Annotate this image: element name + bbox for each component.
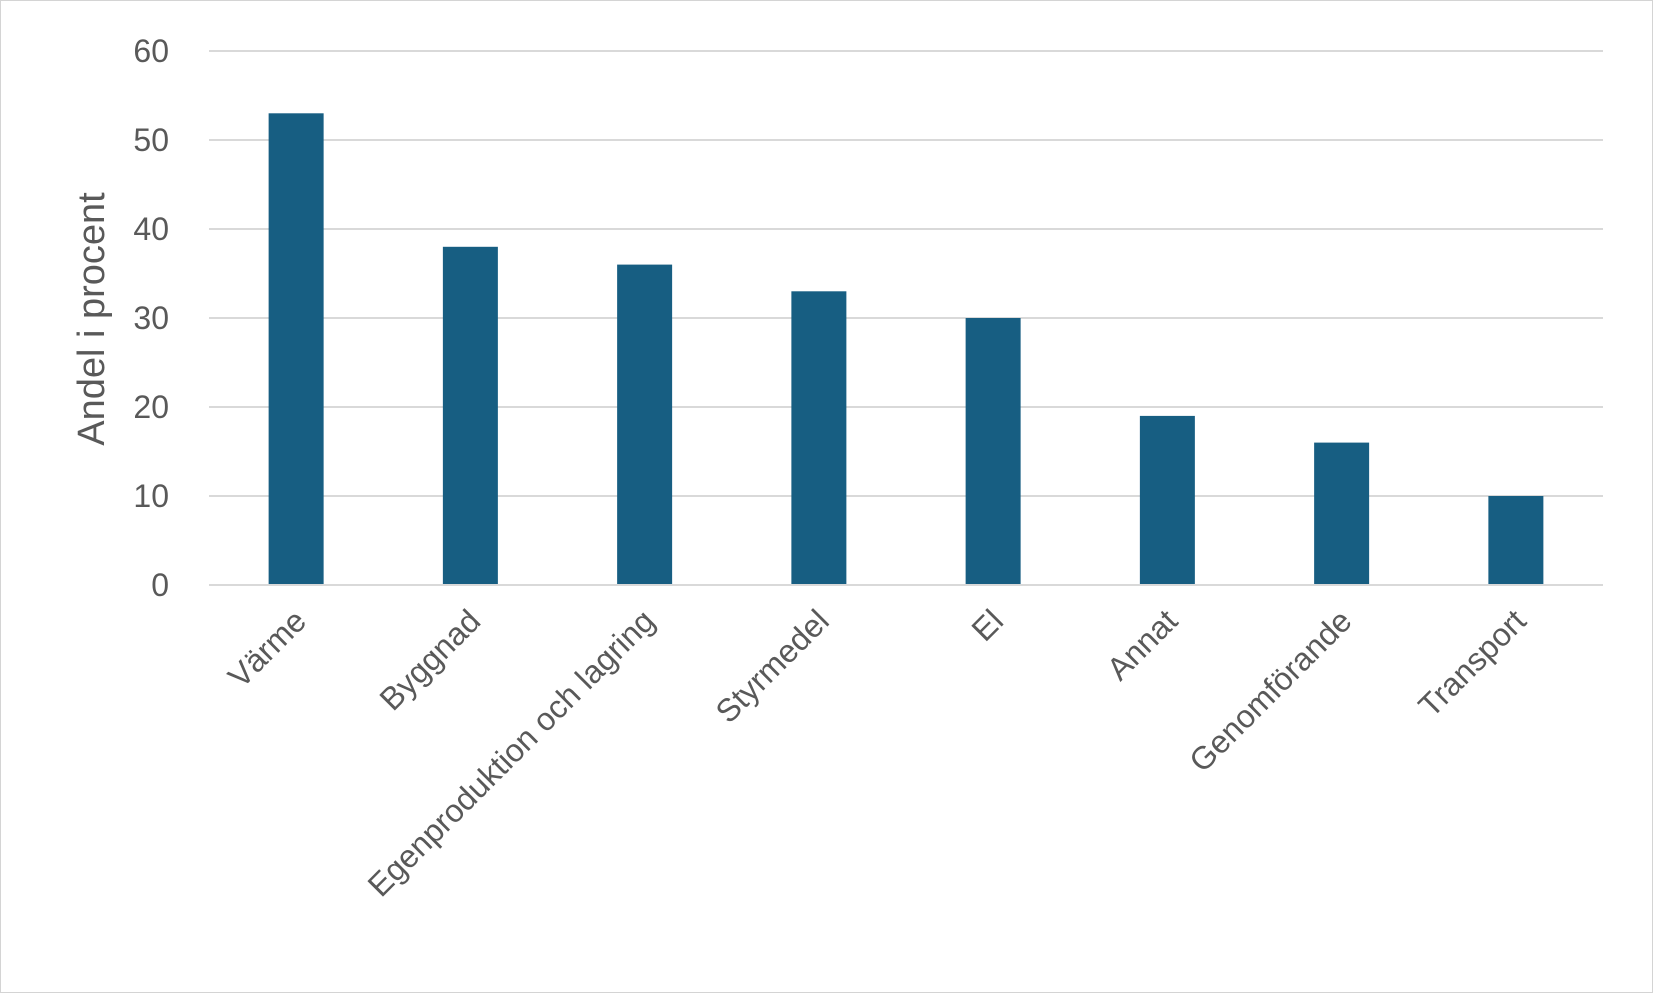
x-tick-label: Egenproduktion och lagring — [361, 602, 662, 903]
x-tick-label: El — [964, 602, 1010, 648]
y-tick-label: 20 — [133, 389, 169, 425]
bar — [617, 264, 673, 585]
bar — [1314, 442, 1370, 585]
gridlines — [209, 50, 1603, 497]
x-tick-label: Genomförande — [1182, 602, 1358, 778]
y-tick-label: 60 — [133, 33, 169, 69]
y-tick-label: 40 — [133, 211, 169, 247]
x-tick-label: Styrmedel — [709, 602, 836, 729]
bar — [268, 113, 324, 586]
bar — [791, 291, 847, 585]
x-tick-label: Annat — [1100, 602, 1185, 687]
bar — [442, 246, 498, 586]
bar — [965, 318, 1021, 585]
y-tick-label: 30 — [133, 300, 169, 336]
y-tick-label: 10 — [133, 478, 169, 514]
y-tick-label: 50 — [133, 122, 169, 158]
x-tick-label: Värme — [221, 602, 313, 694]
x-tick-label: Transport — [1411, 602, 1533, 724]
y-axis-title: Andel i procent — [71, 192, 113, 446]
bar — [1139, 415, 1195, 585]
bars — [268, 113, 1544, 586]
x-tick-label: Byggnad — [373, 602, 488, 717]
y-tick-labels: 0 10 20 30 40 50 60 — [133, 33, 169, 603]
y-tick-label: 0 — [151, 567, 169, 603]
bar — [1488, 496, 1544, 585]
